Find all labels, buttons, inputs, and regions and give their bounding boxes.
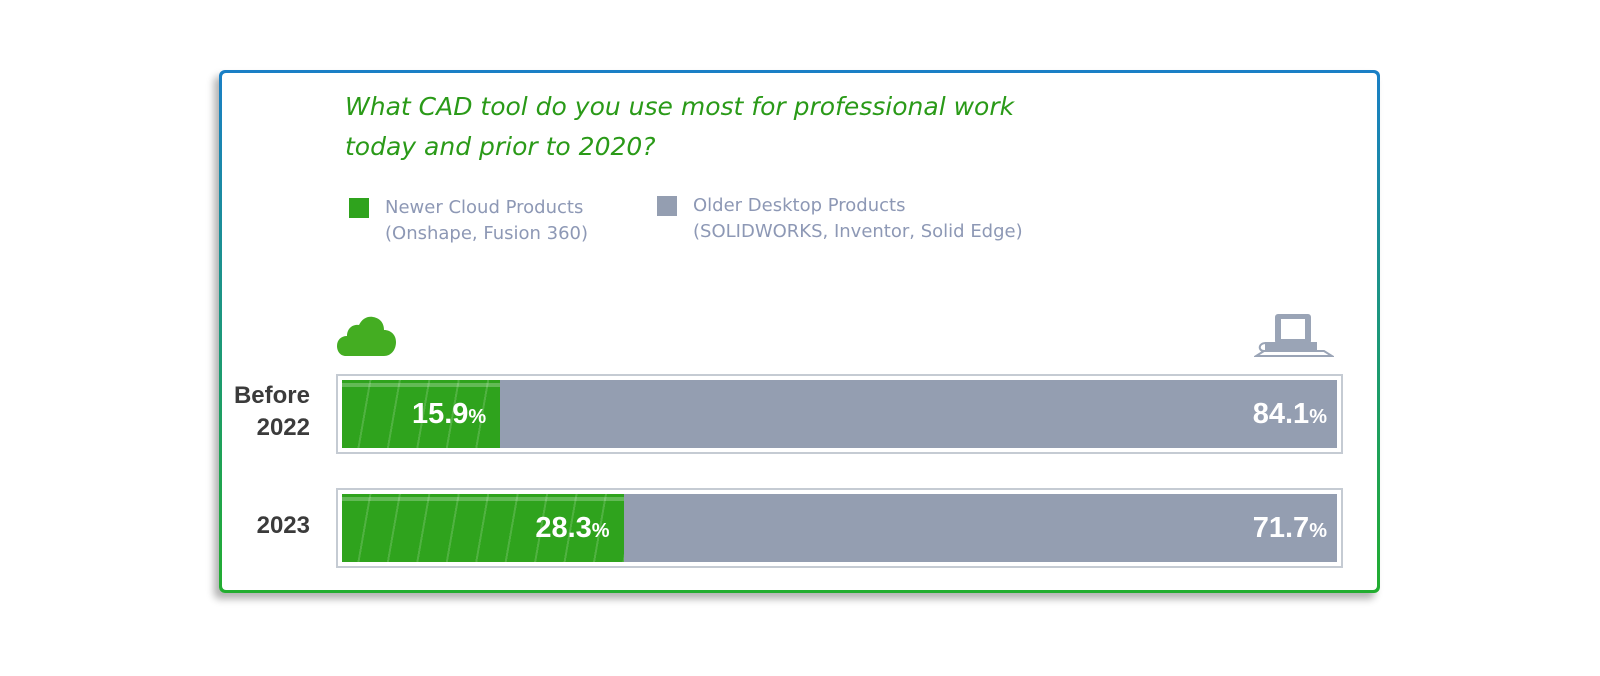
row-label-before-2022-line-2: 2022 [256,414,310,441]
row-label-2023-line-1: 2023 [256,512,310,539]
row-label-before-2022: Before 2022 [234,380,310,444]
bar-value-unit-cloud-2023: % [591,519,610,542]
legend-detail-cloud: (Onshape, Fusion 360) [385,223,589,244]
legend-swatch-cloud [349,198,369,218]
chart-card-inner: What CAD tool do you use most for profes… [222,73,1377,590]
chart-card: What CAD tool do you use most for profes… [219,70,1380,593]
desktop-computer-icon [1254,314,1334,357]
bar-value-cloud-before-2022: 15.9 [411,397,469,430]
legend-detail-desktop: (SOLIDWORKS, Inventor, Solid Edge) [693,221,1023,242]
bar-segment-cloud-2023: 28.3% [342,494,624,562]
chart-title-line-1: What CAD tool do you use most for profes… [345,92,1015,121]
bar-frame-before-2022: 15.9% 84.1% [336,374,1343,454]
bar-value-unit-desktop-2023: % [1309,519,1327,542]
bar-value-label-desktop-before-2022: 84.1% [1253,398,1327,431]
legend-label-cloud: Newer Cloud Products (Onshape, Fusion 36… [385,195,588,247]
chart-title-line-2: today and prior to 2020? [345,132,656,161]
bar-value-cloud-2023: 28.3 [535,511,592,544]
legend-name-desktop: Older Desktop Products [693,195,906,216]
bar-frame-2023: 28.3% 71.7% [336,488,1343,568]
bar-value-label-cloud-2023: 28.3% [535,512,609,545]
bar-value-desktop-2023: 71.7 [1252,511,1310,544]
bar-segment-cloud-before-2022: 15.9% [342,380,500,448]
bar-value-label-cloud-before-2022: 15.9% [412,398,486,431]
bar-segment-desktop-2023: 71.7% [623,494,1337,562]
chart-title: What CAD tool do you use most for profes… [345,87,1065,167]
bar-value-unit-cloud-before-2022: % [468,405,487,428]
row-label-2023: 2023 [257,510,310,542]
bar-value-unit-desktop-before-2022: % [1309,405,1327,428]
cloud-icon [337,316,396,356]
legend-name-cloud: Newer Cloud Products [385,197,584,218]
bar-track-before-2022: 15.9% 84.1% [342,380,1337,448]
bar-value-desktop-before-2022: 84.1 [1252,397,1310,430]
bar-segment-desktop-before-2022: 84.1% [500,380,1337,448]
legend-label-desktop: Older Desktop Products (SOLIDWORKS, Inve… [693,193,1023,245]
bar-track-2023: 28.3% 71.7% [342,494,1337,562]
legend-swatch-desktop [657,196,677,216]
row-label-before-2022-line-1: Before [233,382,310,409]
bar-value-label-desktop-2023: 71.7% [1253,512,1327,545]
